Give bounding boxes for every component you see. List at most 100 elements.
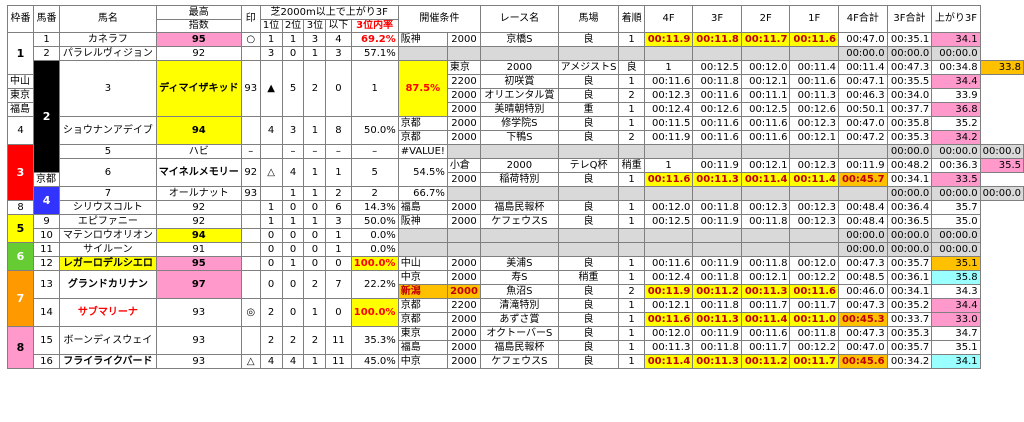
race-name-cell: 修学院S [480, 116, 559, 131]
race-name-cell: あずさ賞 [480, 312, 559, 327]
baba-cell: 良 [557, 354, 620, 369]
header-p2: 2位 [281, 19, 305, 33]
total-4f-cell: 00:47.3 [838, 256, 888, 271]
race-name-cell: ケフェウスS [480, 354, 559, 369]
table-row: 12 レガーロデルシエロ 95 0 1 0 0 100.0% 中山 2000 美浦S 良 1 00:11.… [8, 256, 1024, 271]
horse-name-cell: シリウスコルト [59, 200, 157, 215]
first-place-count: 1 [259, 214, 283, 229]
header-1f: 1F [789, 5, 839, 33]
second-place-count: 2 [303, 60, 327, 117]
top3-rate-cell: 87.5% [397, 60, 448, 117]
split-1f-cell: 00:11.3 [789, 88, 839, 103]
third-place-count: – [325, 144, 352, 159]
mark-cell [240, 228, 261, 243]
header-mark: 印 [240, 5, 261, 33]
split-1f-cell: 00:11.6 [789, 284, 839, 299]
mark-cell: ○ [240, 32, 261, 47]
agari-cell: 34.2 [931, 130, 981, 145]
distance-cell: 2000 [446, 214, 482, 229]
total-4f-cell: 00:48.2 [886, 158, 933, 173]
table-row: 6 11 サイルーン 91 0 0 0 1 0.0% 00:00.0 00:00.0 00:00.0 [6, 242, 1024, 271]
chaku-cell: 1 [618, 312, 645, 327]
split-2f-cell [740, 46, 791, 61]
split-4f-cell: 00:12.4 [643, 102, 694, 117]
frame-number-cell: 1 [6, 32, 35, 75]
third-place-count: 2 [303, 326, 327, 355]
horse-name-cell: レガーロデルシエロ [59, 256, 157, 271]
total-3f-cell: 00:36.4 [886, 200, 933, 215]
baba-cell [618, 144, 645, 159]
horse-number-cell: 6 [59, 158, 157, 187]
third-place-count: 1 [303, 214, 327, 229]
place-cell: 京都 [397, 298, 448, 313]
race-name-cell: 寿S [480, 270, 559, 285]
split-2f-cell [740, 228, 791, 243]
place-cell: 阪神 [397, 32, 448, 47]
distance-cell: 2000 [446, 256, 482, 271]
horse-number-cell: 15 [33, 326, 61, 355]
distance-cell: 2000 [480, 60, 559, 75]
baba-cell: 稍重 [557, 270, 620, 285]
table-row: 新潟 2000 魚沼S 良 2 00:11.9 00:11.2 00:11.3 00:11.6 0… [8, 284, 1024, 299]
first-place-count: 4 [259, 354, 283, 369]
mark-cell [240, 116, 261, 145]
agari-cell: 34.4 [931, 74, 981, 89]
horse-number-cell: 11 [33, 242, 61, 257]
split-2f-cell: 00:11.6 [740, 326, 791, 341]
total-3f-cell: 00:33.7 [886, 312, 933, 327]
split-1f-cell [789, 46, 839, 61]
top3-rate-cell: 22.2% [350, 270, 399, 299]
split-4f-cell: 00:11.6 [643, 312, 694, 327]
split-3f-cell [740, 144, 791, 159]
total-3f-cell: 00:00.0 [886, 46, 933, 61]
race-name-cell: 福島民報杯 [480, 200, 559, 215]
table-row: 4 7 オールナット 93 1 1 2 2 66.7% 00:00.0 00:00.0 00:00.0 [8, 186, 1024, 215]
baba-cell: 良 [557, 74, 620, 89]
split-1f-cell: 00:11.4 [789, 172, 839, 187]
race-name-cell [557, 144, 620, 159]
split-1f-cell: 00:11.9 [838, 158, 888, 173]
split-1f-cell: 00:12.2 [789, 270, 839, 285]
header-p1: 1位 [259, 19, 283, 33]
agari-cell: 35.5 [979, 158, 1024, 173]
agari-cell: 34.7 [931, 326, 981, 341]
agari-cell: 33.0 [931, 312, 981, 327]
mark-cell [240, 270, 261, 299]
baba-cell: 良 [557, 214, 620, 229]
race-name-cell: オクトーバーS [480, 326, 559, 341]
first-place-count: 2 [259, 326, 283, 355]
horse-number-cell: 10 [33, 228, 61, 243]
race-name-cell: オリエンタル賞 [480, 88, 559, 103]
split-2f-cell: 00:11.6 [740, 116, 791, 131]
place-cell: 京都 [33, 172, 61, 187]
total-4f-cell: 00:47.3 [838, 298, 888, 313]
split-3f-cell: 00:11.6 [692, 88, 742, 103]
split-3f-cell: 00:11.3 [692, 172, 742, 187]
place-cell [446, 186, 482, 201]
total-4f-cell: 00:48.4 [838, 200, 888, 215]
header-kaisai: 開催条件 [397, 5, 482, 33]
chaku-cell: 1 [618, 326, 645, 341]
horse-name-cell: ショウナンアデイブ [59, 116, 157, 145]
first-place-count: 1 [259, 32, 283, 47]
chaku-cell [618, 228, 645, 243]
total-4f-cell: 00:50.1 [838, 102, 888, 117]
max-index-cell: 92 [155, 46, 242, 61]
distance-cell [446, 242, 482, 257]
top3-rate-cell: 0.0% [350, 228, 399, 243]
split-2f-cell: 00:12.5 [740, 102, 791, 117]
total-3f-cell: 00:34.0 [886, 88, 933, 103]
table-row: 中山 2200 初咲賞良 1 00:11.6 00:11.8 00:12.1 00:11.6 0… [6, 74, 1024, 89]
mark-cell [240, 46, 261, 61]
first-place-count: – [281, 144, 305, 159]
distance-cell: 2000 [446, 312, 482, 327]
agari-cell: 00:00.0 [931, 242, 981, 257]
split-4f-cell: 00:12.1 [643, 298, 694, 313]
horse-number-cell: 14 [33, 298, 61, 327]
top3-rate-cell: 50.0% [350, 116, 399, 145]
place-cell: 東京 [446, 60, 482, 75]
second-place-count: 1 [303, 186, 327, 201]
split-2f-cell: 00:11.4 [740, 312, 791, 327]
frame-number-cell: 2 [33, 60, 61, 173]
second-place-count: – [303, 144, 327, 159]
